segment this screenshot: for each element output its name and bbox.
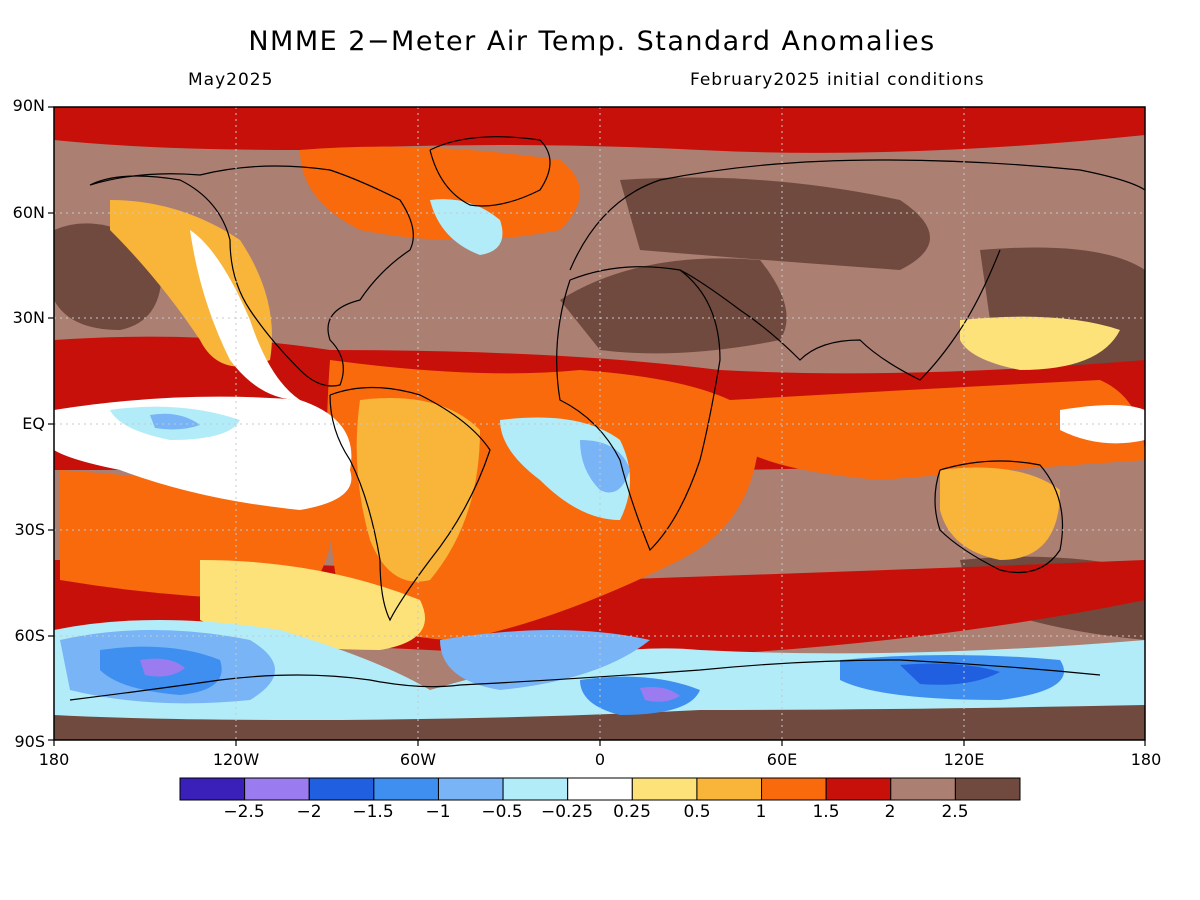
- anomaly-region: [190, 230, 300, 400]
- map-title: NMME 2−Meter Air Temp. Standard Anomalie…: [248, 26, 936, 57]
- colorbar-swatch: [437, 777, 504, 801]
- lon-label-60e: 60E: [766, 750, 798, 769]
- lon-label-0: 0: [594, 750, 606, 769]
- colorbar-swatch: [373, 777, 439, 801]
- colorbar-swatch: [890, 777, 956, 801]
- colorbar-label: 0.5: [683, 802, 711, 822]
- colorbar-label: 0.25: [613, 802, 651, 822]
- colorbar-swatch: [631, 777, 698, 801]
- lat-label-30n: 30N: [12, 308, 45, 327]
- lon-label-180e: 180: [1130, 750, 1162, 769]
- anomaly-region: [54, 620, 1145, 720]
- anomaly-region: [54, 107, 1145, 153]
- south-america-coast: [329, 386, 491, 622]
- colorbar-label: 1: [755, 802, 767, 822]
- colorbar-swatch: [825, 777, 892, 801]
- greenland-coast: [429, 136, 551, 207]
- coastlines: [69, 136, 1145, 701]
- anomaly-region: [620, 177, 930, 270]
- lat-label-90s: 90S: [14, 732, 45, 751]
- colorbar-swatch: [761, 777, 827, 801]
- colorbar-label: −2: [296, 802, 322, 822]
- anomaly-region: [140, 658, 185, 677]
- initial-conditions: February2025 initial conditions: [690, 70, 985, 90]
- antarctica-coast: [69, 659, 1101, 701]
- colorbar-label: 1.5: [812, 802, 840, 822]
- colorbar-swatch: [179, 777, 246, 801]
- colorbar-swatch: [567, 777, 633, 801]
- lon-label-60w: 60W: [399, 750, 437, 769]
- lat-label-60s: 60S: [14, 626, 45, 645]
- lon-label-120e: 120E: [943, 750, 985, 769]
- anomaly-region: [560, 258, 787, 354]
- australia-coast: [934, 460, 1063, 574]
- anomaly-region: [900, 663, 1000, 685]
- north-america-coast: [89, 165, 414, 387]
- colorbar-swatch: [308, 777, 375, 801]
- lon-label-120w: 120W: [212, 750, 260, 769]
- colorbar-label: −0.25: [540, 802, 594, 822]
- anomaly-region: [430, 199, 503, 255]
- colorbar-swatch: [954, 777, 1021, 801]
- lat-label-eq: EQ: [22, 414, 45, 433]
- anomaly-region: [730, 380, 1145, 480]
- colorbar-label: −0.5: [481, 802, 523, 822]
- anomaly-region: [580, 440, 630, 493]
- graticule: [54, 107, 1145, 740]
- colorbar-label: −1.5: [352, 802, 394, 822]
- lon-label-180w: 180: [38, 750, 70, 769]
- anomaly-region: [960, 316, 1120, 370]
- africa-coast: [556, 266, 721, 552]
- anomaly-region: [440, 630, 650, 690]
- colorbar-label: −2.5: [223, 802, 265, 822]
- anomaly-region: [640, 687, 680, 702]
- anomaly-region: [150, 413, 200, 430]
- colorbar-label: 2: [884, 802, 896, 822]
- colorbar-swatch: [244, 777, 310, 801]
- colorbar-swatch: [502, 777, 569, 801]
- lat-label-60n: 60N: [12, 203, 45, 222]
- anomaly-region: [580, 676, 700, 715]
- anomaly-region: [300, 146, 580, 240]
- anomaly-region: [940, 467, 1060, 560]
- lat-label-30s: 30S: [14, 520, 45, 539]
- axis-ticks: [48, 106, 1146, 746]
- valid-month: May2025: [188, 70, 274, 90]
- colorbar-label: −1: [425, 802, 451, 822]
- anomaly-region: [356, 398, 480, 582]
- colorbar-swatch: [696, 777, 763, 801]
- colorbar-label: 2.5: [941, 802, 969, 822]
- colorbar: [179, 777, 1021, 801]
- anomaly-region: [1060, 405, 1145, 444]
- eurasia-coast: [569, 159, 1145, 381]
- lat-label-90n: 90N: [12, 96, 45, 115]
